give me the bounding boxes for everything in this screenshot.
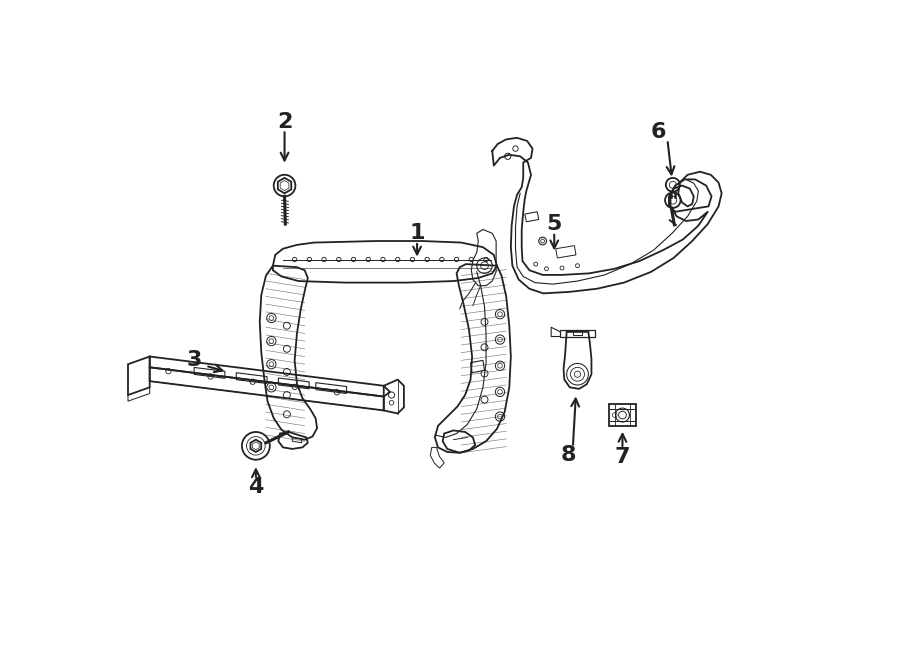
Text: 3: 3: [186, 350, 202, 370]
Text: 7: 7: [615, 447, 630, 467]
Text: 6: 6: [651, 122, 666, 141]
Text: 2: 2: [277, 112, 292, 132]
Text: 5: 5: [546, 214, 562, 234]
Text: 4: 4: [248, 477, 264, 498]
Text: 8: 8: [561, 445, 576, 465]
Text: 1: 1: [410, 223, 425, 243]
